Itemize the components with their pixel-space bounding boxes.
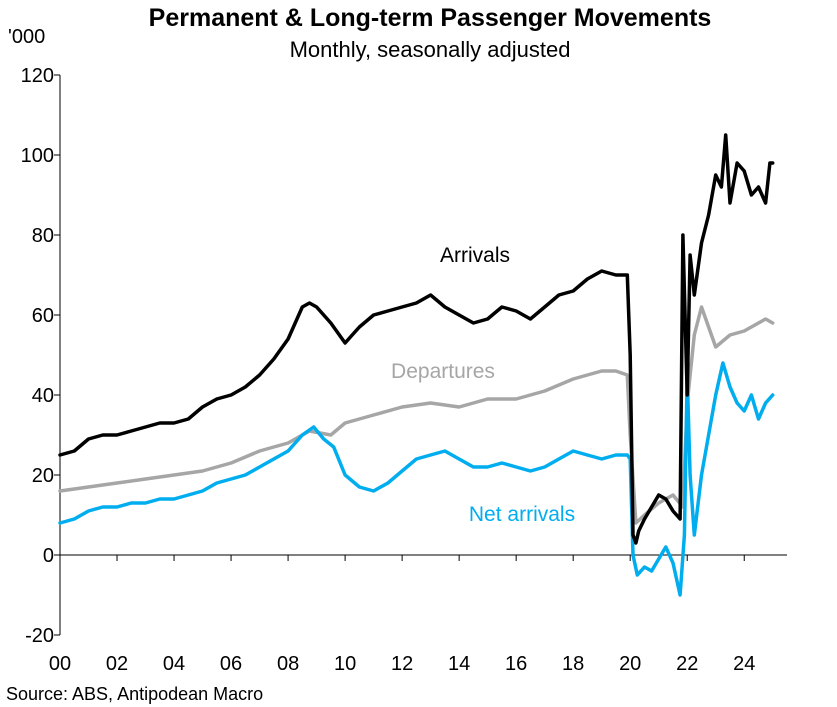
chart-title: Permanent & Long-term Passenger Movement… [149, 4, 712, 32]
y-tick-label: -20 [25, 625, 54, 647]
series-label-arrivals: Arrivals [440, 244, 510, 267]
x-tick-label: 06 [220, 653, 242, 675]
series-labels: Arrivals Departures Net arrivals [391, 244, 575, 526]
x-tick-label: 08 [277, 653, 299, 675]
x-tick-label: 10 [334, 653, 356, 675]
series-line-net-arrivals [58, 361, 775, 597]
source-note: Source: ABS, Antipodean Macro [6, 684, 263, 704]
y-tick-label: 80 [32, 225, 54, 247]
chart-subtitle: Monthly, seasonally adjusted [290, 37, 571, 62]
series-line-arrivals [58, 133, 775, 545]
series-label-net-arrivals: Net arrivals [469, 503, 575, 526]
x-tick-label: 16 [505, 653, 527, 675]
y-tick-label: 0 [43, 545, 54, 567]
y-axis-unit: '000 [8, 26, 45, 48]
x-tick-label: 24 [733, 653, 755, 675]
x-tick-label: 02 [106, 653, 128, 675]
series-line-departures [58, 305, 775, 525]
y-tick-label: 60 [32, 305, 54, 327]
x-tick-label: 00 [49, 653, 71, 675]
x-tick-label: 18 [562, 653, 584, 675]
series-label-departures: Departures [391, 360, 495, 383]
x-tick-label: 04 [163, 653, 185, 675]
series-lines [58, 133, 775, 597]
x-tick-label: 22 [676, 653, 698, 675]
x-axis: 00 02 04 06 08 10 12 14 16 18 20 22 24 [49, 554, 787, 675]
y-tick-label: 20 [32, 465, 54, 487]
x-tick-label: 12 [391, 653, 413, 675]
x-tick-label: 14 [448, 653, 470, 675]
y-tick-label: 100 [21, 145, 54, 167]
y-tick-label: 120 [21, 65, 54, 87]
y-tick-label: 40 [32, 385, 54, 407]
y-axis: -20 0 20 40 60 80 100 120 [21, 65, 61, 647]
x-tick-label: 20 [619, 653, 641, 675]
